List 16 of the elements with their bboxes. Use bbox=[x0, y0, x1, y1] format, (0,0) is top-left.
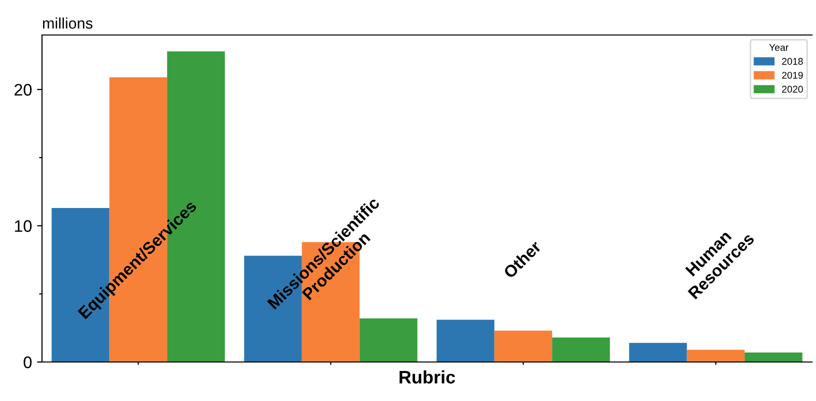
y-tick-label: 0 bbox=[24, 356, 32, 368]
bar bbox=[436, 320, 494, 362]
y-axis-title: millions bbox=[43, 17, 92, 29]
legend-label: 2018 bbox=[782, 58, 803, 65]
x-axis-title: Rubric bbox=[400, 370, 456, 384]
bar bbox=[494, 330, 552, 362]
bar bbox=[360, 318, 418, 362]
bar bbox=[744, 352, 802, 362]
legend-label: 2020 bbox=[782, 86, 803, 93]
legend-title: Year bbox=[769, 44, 788, 51]
y-tick-label: 20 bbox=[14, 84, 32, 96]
y-tick-label: 10 bbox=[15, 220, 32, 232]
legend-label: 2019 bbox=[782, 72, 803, 79]
bar bbox=[686, 350, 745, 362]
bar bbox=[552, 337, 610, 362]
bar bbox=[629, 342, 687, 362]
